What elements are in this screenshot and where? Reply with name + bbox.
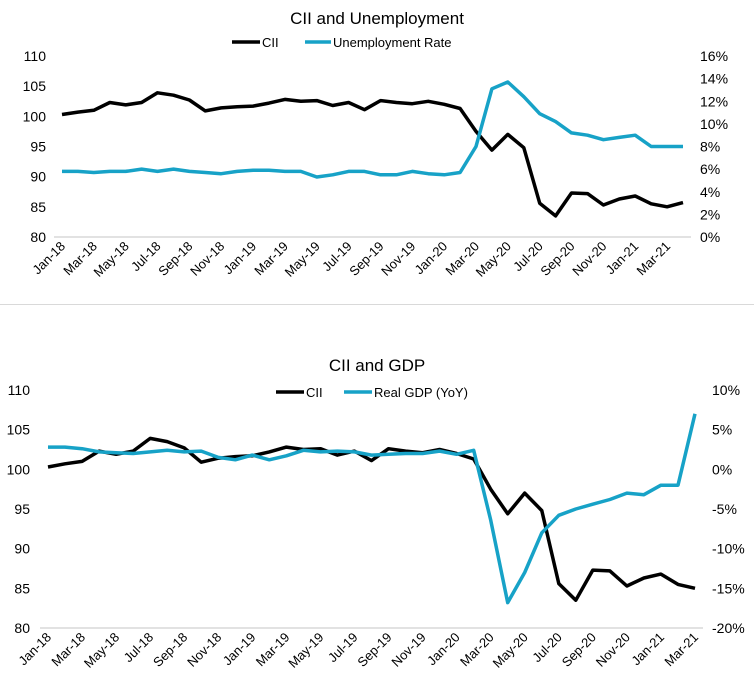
x-tick-label: Mar-20 (457, 630, 497, 670)
y-right-tick-label: -20% (712, 620, 745, 636)
y-left-tick-label: 95 (14, 501, 30, 517)
y-right-tick-label: 14% (700, 71, 728, 87)
x-tick-label: Mar-21 (661, 630, 701, 670)
y-left-tick-label: 100 (7, 461, 31, 477)
legend-label: Unemployment Rate (333, 35, 452, 50)
x-tick-label: May-18 (91, 239, 132, 280)
y-left-tick-label: 105 (7, 422, 31, 438)
y-left-tick-label: 90 (14, 541, 30, 557)
x-tick-label: May-18 (81, 630, 122, 671)
x-tick-label: Mar-19 (253, 630, 293, 670)
legend-label: CII (262, 35, 279, 50)
y-left-tick-label: 80 (14, 620, 30, 636)
y-left-tick-label: 80 (30, 229, 46, 245)
x-tick-label: May-19 (285, 630, 326, 671)
y-right-tick-label: -5% (712, 501, 737, 517)
x-tick-label: Nov-18 (187, 239, 227, 279)
y-right-tick-label: 10% (712, 382, 740, 398)
y-right-tick-label: 10% (700, 116, 728, 132)
x-tick-label: Sep-20 (559, 630, 599, 670)
y-right-tick-label: -10% (712, 541, 745, 557)
x-tick-label: Sep-20 (537, 239, 577, 279)
chart-2: CII and GDP CII Real GDP (YoY) 80 85 90 95 100 1… (7, 356, 745, 671)
x-tick-label: Jan-19 (220, 239, 259, 278)
legend-label: Real GDP (YoY) (374, 385, 468, 400)
chart-separator (0, 304, 754, 305)
x-tick-label: May-19 (282, 239, 323, 280)
x-tick-label: Jan-21 (603, 239, 642, 278)
y-right-tick-label: 0% (712, 461, 732, 477)
y-right-tick-label: 0% (700, 229, 720, 245)
y-right-tick-label: 5% (712, 422, 732, 438)
x-tick-label: May-20 (490, 630, 531, 671)
chart-title: CII and GDP (329, 356, 425, 375)
y-left-tick-label: 110 (24, 48, 47, 64)
x-tick-label: Jan-19 (220, 630, 259, 669)
x-tick-label: Jan-20 (424, 630, 463, 669)
series-line-cii (61, 91, 684, 218)
y-right-tick-label: 2% (700, 206, 720, 222)
x-tick-label: Jan-21 (628, 630, 667, 669)
y-left-tick-label: 110 (8, 382, 31, 398)
x-tick-label: Mar-21 (633, 239, 673, 279)
x-tick-label: Nov-19 (378, 239, 418, 279)
y-right-tick-label: 4% (700, 184, 720, 200)
y-left-tick-label: 95 (30, 139, 46, 155)
y-right-tick-label: 12% (700, 93, 728, 109)
x-tick-label: Nov-19 (388, 630, 428, 670)
x-tick-label: Nov-20 (569, 239, 609, 279)
series-line-unemployment-rate (62, 80, 683, 179)
y-right-tick-label: 6% (700, 161, 720, 177)
y-left-tick-label: 90 (30, 169, 46, 185)
x-tick-label: May-20 (473, 239, 514, 280)
y-left-tick-label: 85 (14, 580, 30, 596)
y-left-tick-label: 105 (23, 78, 47, 94)
x-tick-label: Nov-20 (593, 630, 633, 670)
x-tick-label: Sep-18 (150, 630, 190, 670)
x-tick-label: Sep-19 (354, 630, 394, 670)
chart-title: CII and Unemployment (290, 9, 464, 28)
y-right-tick-label: 16% (700, 48, 728, 64)
x-tick-label: Mar-18 (48, 630, 88, 670)
x-tick-label: Jan-20 (412, 239, 451, 278)
y-right-tick-label: -15% (712, 580, 745, 596)
y-right-tick-label: 8% (700, 139, 720, 155)
legend-label: CII (306, 385, 323, 400)
y-left-tick-label: 85 (30, 199, 46, 215)
x-tick-label: Sep-18 (155, 239, 195, 279)
chart-1: CII and Unemployment CII Unemployment Rate… (23, 9, 728, 280)
series-line-cii (47, 436, 696, 602)
y-left-tick-label: 100 (23, 108, 47, 124)
x-tick-label: Sep-19 (346, 239, 386, 279)
x-tick-label: Nov-18 (184, 630, 224, 670)
